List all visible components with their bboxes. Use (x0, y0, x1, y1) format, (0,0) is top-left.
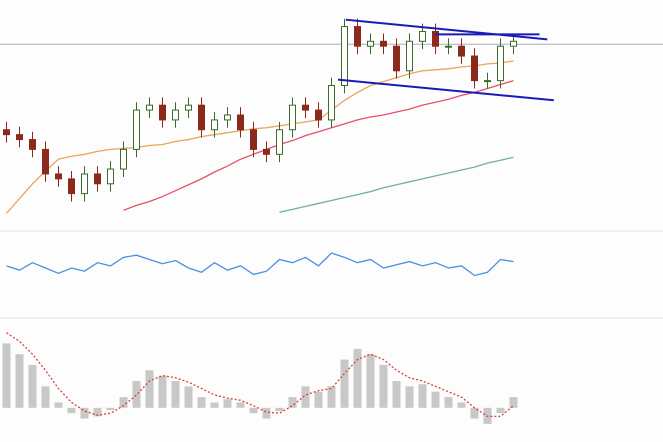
histogram-bar (314, 391, 323, 408)
candle-body (185, 104, 192, 111)
candle-body (172, 109, 179, 121)
candle-body (81, 173, 88, 195)
histogram-bar (405, 386, 414, 408)
histogram-bar (262, 407, 271, 419)
histogram-bar (444, 397, 453, 408)
candle-body (471, 55, 478, 82)
trendline (345, 18, 548, 41)
candle-body (198, 104, 205, 131)
candle-body (42, 148, 49, 175)
candle-body (432, 30, 439, 47)
histogram-bar (106, 407, 115, 410)
histogram-bar (353, 348, 362, 408)
histogram-bar (80, 407, 89, 419)
candle-body (211, 119, 218, 131)
candle-body (510, 40, 517, 47)
candle-body (445, 45, 452, 48)
histogram-bar (301, 386, 310, 408)
moving-average (123, 79, 514, 211)
histogram-bar (431, 391, 440, 408)
histogram-bar (366, 354, 375, 408)
oscillator-line (6, 252, 514, 277)
histogram-bar (496, 407, 505, 414)
candle-body (68, 178, 75, 195)
candle-body (55, 173, 62, 180)
moving-average (6, 60, 514, 214)
histogram-bar (327, 386, 336, 408)
candle-body (237, 114, 244, 131)
histogram-bar (470, 407, 479, 419)
histogram-bar (132, 381, 141, 408)
candle-body (484, 80, 491, 83)
histogram-bar (418, 384, 427, 408)
candle-body (107, 168, 114, 185)
moving-average (279, 156, 514, 213)
candle-body (159, 104, 166, 121)
candle-body (16, 134, 23, 141)
candle-body (406, 40, 413, 72)
candle-body (146, 104, 153, 111)
histogram-bar (67, 407, 76, 414)
histogram-bar (119, 397, 128, 408)
histogram-bar (236, 402, 245, 408)
candle-body (367, 40, 374, 47)
histogram-bar (509, 397, 518, 408)
candle-body (458, 45, 465, 57)
histogram-bar (249, 407, 258, 414)
candle-body (354, 26, 361, 47)
candle-body (419, 30, 426, 42)
candle-body (263, 148, 270, 155)
candle-body (276, 129, 283, 155)
histogram-bar (288, 397, 297, 408)
histogram-bar (145, 370, 154, 408)
candle-body (289, 104, 296, 131)
histogram-bar (379, 364, 388, 408)
signal-line (6, 332, 514, 418)
histogram-bar (223, 399, 232, 408)
candle-body (29, 139, 36, 150)
candle-body (224, 114, 231, 121)
candle-body (341, 26, 348, 87)
candle-body (250, 129, 257, 150)
histogram-bar (41, 386, 50, 408)
histogram-bar (15, 354, 24, 408)
histogram-bar (275, 407, 284, 412)
candle-body (393, 45, 400, 72)
histogram-bar (158, 375, 167, 408)
histogram-bar (184, 386, 193, 408)
histogram-bar (93, 407, 102, 417)
candle-body (328, 85, 335, 121)
candle-body (120, 148, 127, 170)
histogram-bar (171, 381, 180, 408)
candle-body (497, 45, 504, 82)
histogram-bar (340, 359, 349, 408)
histogram-bar (392, 381, 401, 408)
histogram-bar (2, 343, 11, 408)
trendline (337, 78, 554, 102)
histogram-bar (28, 364, 37, 408)
candle-body (94, 173, 101, 185)
candle-body (3, 129, 10, 136)
histogram-bar (197, 397, 206, 408)
candle-body (133, 109, 140, 150)
histogram-bar (54, 402, 63, 408)
histogram-bar (210, 402, 219, 408)
candle-body (302, 104, 309, 111)
histogram-bar (457, 402, 466, 408)
candle-body (380, 40, 387, 47)
candle-body (315, 109, 322, 121)
